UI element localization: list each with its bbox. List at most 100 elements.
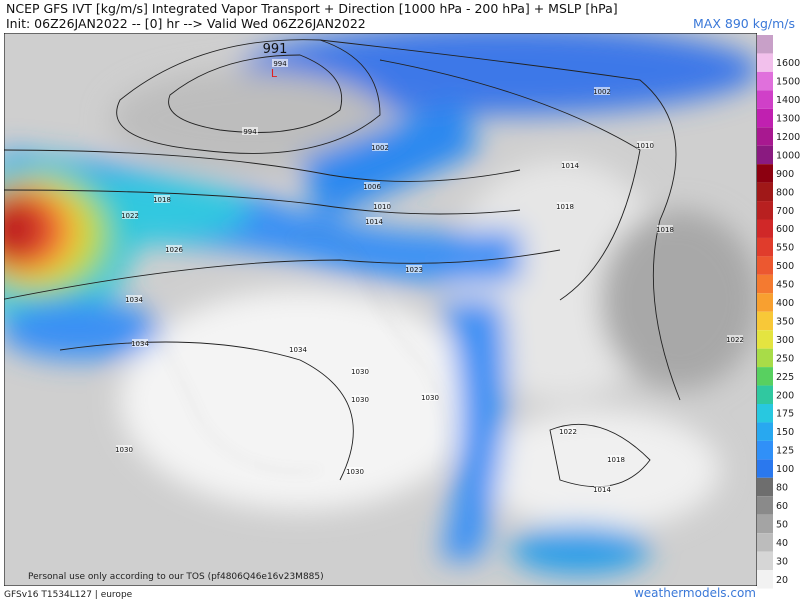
notice: Personal use only according to our TOS (…	[28, 572, 324, 582]
isobar-label: 1018	[556, 203, 574, 211]
isobar-label-bg	[242, 127, 258, 135]
colorbar-label: 550	[776, 243, 794, 254]
isobar-label-bg	[557, 202, 573, 210]
colorbar-cell	[757, 71, 773, 91]
colorbar-label: 800	[776, 187, 794, 198]
isobar-label: 994	[273, 60, 287, 68]
colorbar-label: 600	[776, 224, 794, 235]
title: NCEP GFS IVT [kg/m/s] Integrated Vapor T…	[6, 1, 618, 16]
colorbar-cell	[757, 385, 773, 404]
low-value: 991	[263, 42, 288, 57]
isobar-label: 994	[243, 128, 257, 136]
isobar-label-bg	[608, 455, 624, 463]
isobar-label-bg	[364, 182, 380, 190]
isobar-label-bg	[406, 265, 422, 273]
isobar-label: 1034	[131, 340, 149, 348]
isobar-label: 1023	[405, 266, 423, 274]
isobar-label-bg	[126, 295, 142, 303]
isobar-label: 1018	[153, 196, 171, 204]
isobar-label-bg	[374, 202, 390, 210]
isobar-label: 1002	[371, 144, 389, 152]
isobar-label: 1014	[593, 486, 611, 494]
isobar-label: 1030	[351, 368, 369, 376]
max-label: MAX 890 kg/m/s	[693, 16, 795, 31]
isobar-label-bg	[347, 467, 363, 475]
colorbar-cell	[757, 551, 773, 571]
colorbar-cell	[757, 219, 773, 238]
coastlines	[119, 233, 447, 472]
colorbar-cell	[757, 459, 773, 478]
colorbar-label: 250	[776, 353, 794, 364]
colorbar-label: 150	[776, 427, 794, 438]
isobar-label-bg	[594, 87, 610, 95]
colorbar-cell	[757, 164, 773, 183]
colorbar-top	[757, 35, 773, 54]
isobar-label-bg	[560, 427, 576, 435]
colorbar-label: 1500	[776, 77, 800, 88]
isobar-label: 1010	[636, 142, 654, 150]
colorbar-label: 450	[776, 280, 794, 291]
colorbar-label: 60	[776, 501, 788, 512]
isobar-label: 1034	[125, 296, 143, 304]
colorbar-cell	[757, 237, 773, 257]
colorbar-label: 1000	[776, 150, 800, 161]
colorbar-cell	[757, 477, 773, 497]
colorbar-label: 30	[776, 556, 788, 567]
colorbar-label: 700	[776, 206, 794, 217]
colorbar-label: 200	[776, 390, 794, 401]
isobar-label: 1022	[726, 336, 744, 344]
colorbar-label: 100	[776, 464, 794, 475]
isobar-label: 1018	[656, 226, 674, 234]
colorbar-cell	[757, 108, 773, 128]
colorbar-label: 50	[776, 519, 788, 530]
isobar-label: 1030	[346, 468, 364, 476]
isobar-label-bg	[657, 225, 673, 233]
isobar-label: 1026	[165, 246, 183, 254]
isobar-label: 1022	[559, 428, 577, 436]
isobar-label: 1018	[607, 456, 625, 464]
colorbar-cell	[757, 367, 773, 386]
isobar-label-bg	[366, 217, 382, 225]
colorbar-cell	[757, 440, 773, 460]
isobar-label-bg	[422, 393, 438, 401]
isobar-label: 1022	[121, 212, 139, 220]
low-marker: L	[271, 67, 278, 80]
colorbar-label: 900	[776, 169, 794, 180]
colorbar-label: 350	[776, 316, 794, 327]
colorbar-label: 1600	[776, 58, 800, 69]
isobar-label: 1010	[373, 203, 391, 211]
colorbar-cell	[757, 533, 773, 552]
colorbar-label: 225	[776, 372, 794, 383]
colorbar-label: 80	[776, 483, 788, 494]
isobar-label-bg	[372, 143, 388, 151]
colorbar-cell	[757, 201, 773, 220]
isobar-label-bg	[122, 211, 138, 219]
colorbar-label: 125	[776, 446, 794, 457]
site: weathermodels.com	[634, 586, 756, 600]
colorbar-cell	[757, 256, 773, 275]
colorbar-label: 1400	[776, 95, 800, 106]
isobar-label-bg	[352, 367, 368, 375]
colorbar-cell	[757, 293, 773, 312]
isobar-label-bg	[132, 339, 148, 347]
colorbar-cell	[757, 145, 773, 165]
isobar-label: 1030	[115, 446, 133, 454]
colorbar-label: 40	[776, 538, 788, 549]
colorbar-label: 1300	[776, 114, 800, 125]
isobar-label-bg	[352, 395, 368, 403]
isobar-label-bg	[116, 445, 132, 453]
colorbar-cell	[757, 330, 773, 349]
map	[4, 33, 757, 586]
colorbar-label: 175	[776, 409, 794, 420]
isobar-label: 1030	[421, 394, 439, 402]
colorbar-cell	[757, 348, 773, 368]
colorbar-cell	[757, 570, 773, 589]
colorbar-cell	[757, 422, 773, 441]
isobar-label-bg	[290, 345, 306, 353]
isobar-label: 1014	[365, 218, 383, 226]
isobar-label: 1002	[593, 88, 611, 96]
isobar-label: 1014	[561, 162, 579, 170]
model-info: GFSv16 T1534L127 | europe	[4, 590, 133, 600]
isobar-label: 1034	[289, 346, 307, 354]
colorbar-label: 20	[776, 575, 788, 586]
